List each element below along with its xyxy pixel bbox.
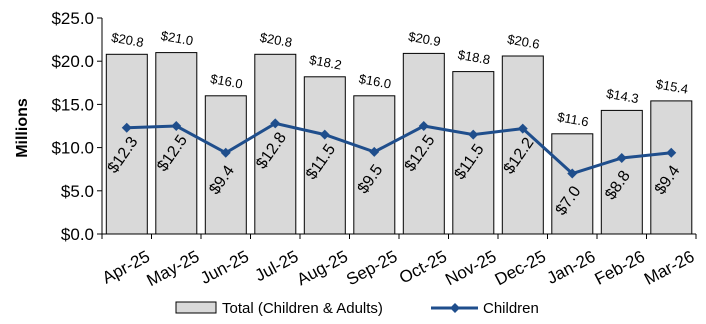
bar-value-label: $20.8 xyxy=(110,30,145,50)
y-tick-label: $25.0 xyxy=(51,9,94,28)
children-point xyxy=(220,147,231,158)
bar-total xyxy=(600,109,643,235)
bar-total xyxy=(650,100,693,235)
legend-swatch-children-marker xyxy=(450,303,460,313)
bar-value-label: $18.8 xyxy=(457,47,492,67)
children-point xyxy=(567,168,578,179)
bar-total xyxy=(105,53,148,235)
y-tick-label: $15.0 xyxy=(51,95,94,114)
x-tick-label: Jun-25 xyxy=(197,247,252,288)
bar-total xyxy=(551,133,594,235)
bar-total xyxy=(353,95,396,235)
y-tick-label: $20.0 xyxy=(51,52,94,71)
bar-total xyxy=(254,53,297,235)
bar-value-label: $16.0 xyxy=(209,71,244,91)
bar-value-label: $21.0 xyxy=(160,28,195,48)
legend-label-total: Total (Children & Adults) xyxy=(222,300,383,317)
bar-value-label: $18.2 xyxy=(308,52,343,72)
x-tick-label: Oct-25 xyxy=(396,247,450,288)
bar-total xyxy=(155,52,198,235)
children-point xyxy=(418,121,429,131)
x-tick-label: Jul-25 xyxy=(252,247,302,286)
bar-total xyxy=(204,95,247,235)
x-tick-label: Jan-26 xyxy=(544,247,599,288)
children-point xyxy=(369,146,380,157)
bar-total xyxy=(452,71,495,235)
x-tick-label: Apr-25 xyxy=(99,247,153,288)
legend: Total (Children & Adults) Children xyxy=(175,300,539,317)
y-tick-label: $5.0 xyxy=(61,182,94,201)
x-tick-label: Nov-25 xyxy=(442,247,499,290)
bar-value-label: $20.9 xyxy=(407,29,442,49)
y-axis-title: Millions xyxy=(14,98,31,158)
x-tick-label: Mar-26 xyxy=(641,247,697,289)
x-tick-label: Feb-26 xyxy=(592,247,648,289)
x-tick-label: Sep-25 xyxy=(343,247,400,290)
children-point xyxy=(666,147,677,158)
children-point xyxy=(171,121,182,131)
y-tick-label: $10.0 xyxy=(51,139,94,158)
label-layer: $20.8 $21.0 $16.0 $20.8 $18.2 $16.0 $20.9 $18.8… xyxy=(105,28,690,219)
children-point xyxy=(270,118,281,129)
bar-value-label: $20.8 xyxy=(259,30,294,50)
x-tick-label: May-25 xyxy=(144,247,203,290)
legend-label-children: Children xyxy=(483,300,539,317)
bars-layer xyxy=(105,52,693,235)
bar-value-label: $14.3 xyxy=(605,86,640,106)
children-point xyxy=(517,123,528,134)
x-tick-label: Aug-25 xyxy=(294,247,351,290)
children-point xyxy=(616,152,627,163)
bar-value-label: $11.6 xyxy=(556,109,590,129)
x-tick-label: Dec-25 xyxy=(492,247,549,290)
bar-value-label: $15.4 xyxy=(655,76,690,96)
y-tick-label: $0.0 xyxy=(61,225,94,244)
legend-swatch-total xyxy=(175,301,217,314)
bar-value-label: $20.6 xyxy=(506,31,541,51)
bar-value-label: $16.0 xyxy=(358,71,393,91)
line-layer xyxy=(121,118,677,179)
children-point xyxy=(121,122,132,133)
children-point xyxy=(468,129,479,140)
children-series-line xyxy=(126,121,672,176)
children-point xyxy=(319,129,330,140)
